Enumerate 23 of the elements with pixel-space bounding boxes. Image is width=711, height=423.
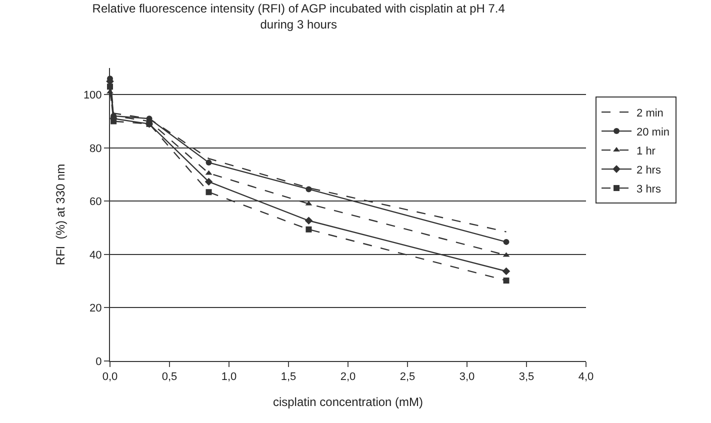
legend-label: 1 hr: [636, 145, 656, 158]
x-tick-label: 3,0: [459, 371, 475, 384]
y-tick-label: 80: [90, 142, 102, 155]
x-tick-label: 1,5: [280, 371, 296, 384]
legend-label: 3 hrs: [636, 183, 662, 196]
legend-label: 2 min: [636, 107, 664, 120]
y-tick-label: 0: [96, 356, 102, 368]
x-tick-label: 2,0: [340, 371, 356, 384]
chart-title: Relative fluorescence intensity (RFI) of AGP incubated with cisplatin at pH 7.4 during 3 hours: [92, 2, 506, 32]
x-tick-label: 2,5: [400, 371, 416, 384]
x-tick-label: 3,5: [518, 371, 534, 384]
y-tick-label: 100: [83, 89, 102, 102]
x-tick-label: 1,0: [221, 371, 237, 384]
x-axis-title: cisplatin concentration (mM): [272, 395, 424, 410]
x-tick-label: 0,5: [162, 371, 178, 384]
legend-label: 2 hrs: [636, 164, 662, 176]
legend-label: 20 min: [636, 126, 670, 138]
x-tick-label: 4,0: [578, 371, 594, 384]
y-tick-label: 20: [90, 302, 102, 315]
y-axis-title: RFI (%) at 330 nm: [54, 164, 68, 266]
y-tick-label: 40: [90, 249, 102, 262]
y-tick-label: 60: [90, 196, 102, 208]
x-tick-label: 0,0: [102, 371, 118, 384]
